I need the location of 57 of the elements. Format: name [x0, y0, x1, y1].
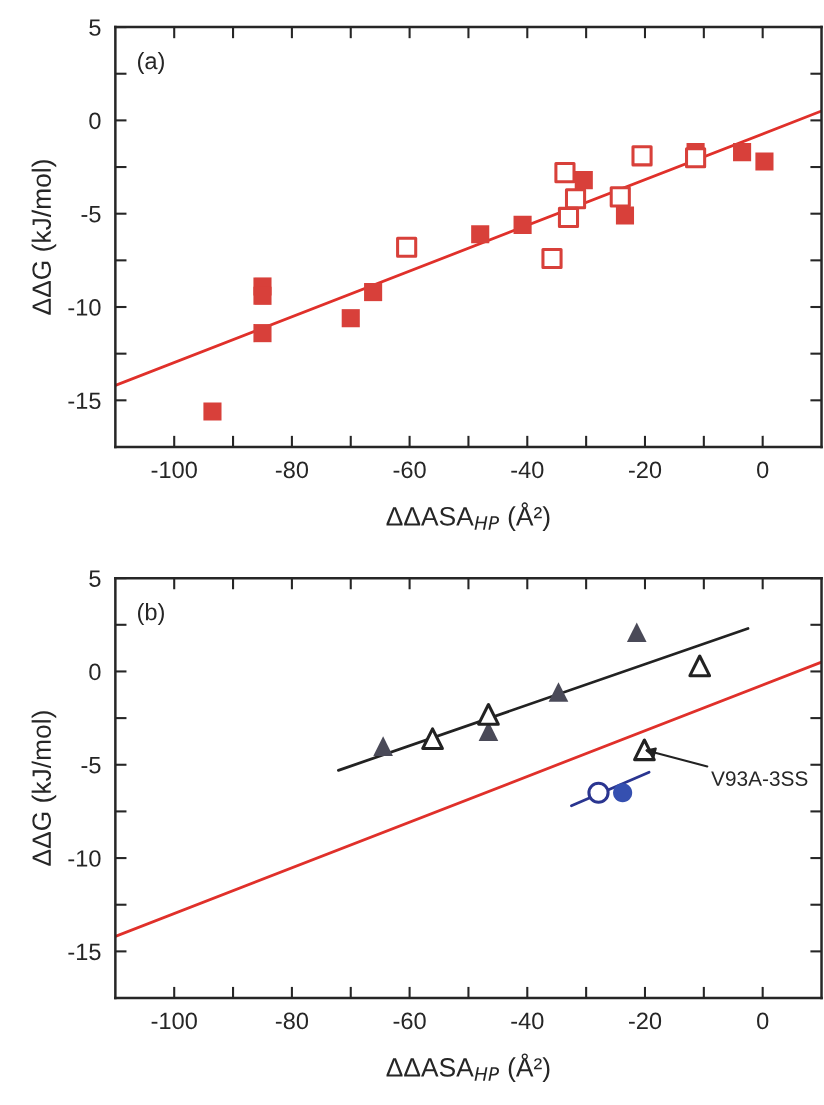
- point: [557, 206, 580, 229]
- point: [341, 309, 360, 328]
- point: [688, 654, 712, 678]
- point: [373, 736, 393, 756]
- point: [364, 283, 383, 302]
- x-tick-label: 0: [757, 1012, 769, 1030]
- x-tick-label: -40: [511, 461, 544, 479]
- y-tick-label: -10: [68, 850, 101, 867]
- point: [471, 225, 490, 244]
- point: [755, 152, 774, 171]
- point: [609, 186, 631, 208]
- x-tick-label: -40: [511, 1012, 544, 1030]
- annotation: (b): [138, 603, 164, 626]
- y-tick-label: -5: [81, 757, 101, 774]
- y-tick-label: 5: [89, 19, 101, 36]
- point: [615, 206, 635, 225]
- point: [421, 727, 444, 750]
- y-axis-title: ΔΔG (kJ/mol): [31, 160, 57, 315]
- point: [631, 145, 653, 167]
- point: [733, 143, 752, 162]
- y-tick-label: 5: [89, 570, 101, 587]
- point: [513, 215, 532, 234]
- x-tick-label: -80: [275, 461, 309, 479]
- y-tick-label: 0: [89, 663, 101, 681]
- x-tick-label: -20: [628, 461, 662, 479]
- x-tick-label: -60: [393, 461, 426, 479]
- point: [613, 783, 633, 803]
- point: [203, 402, 222, 421]
- y-tick-label: 0: [89, 112, 101, 130]
- x-tick-label: -100: [151, 1012, 197, 1030]
- x-tick-label: -80: [275, 1012, 309, 1030]
- annotation: V93A-3SS: [711, 771, 808, 786]
- point: [548, 682, 569, 702]
- point: [626, 622, 647, 643]
- x-axis-title: ΔΔASA$_{HP}$ (Å²): [386, 1053, 550, 1082]
- point: [541, 247, 563, 270]
- x-tick-label: 0: [757, 461, 769, 479]
- point: [477, 703, 500, 726]
- point: [685, 147, 707, 169]
- y-axis-title: ΔΔG (kJ/mol): [31, 711, 57, 866]
- point: [633, 738, 656, 762]
- annotation: (a): [138, 51, 164, 74]
- point: [253, 324, 272, 343]
- point: [564, 188, 587, 210]
- y-tick-label: -15: [68, 943, 101, 961]
- x-tick-label: -100: [151, 461, 197, 479]
- x-tick-label: -20: [628, 1012, 662, 1030]
- y-tick-label: -10: [68, 299, 101, 316]
- point: [253, 286, 272, 305]
- y-tick-label: -5: [81, 206, 101, 223]
- y-tick-label: -15: [68, 392, 101, 410]
- point: [396, 236, 418, 258]
- x-axis-title: ΔΔASA$_{HP}$ (Å²): [386, 502, 550, 531]
- point: [554, 162, 576, 184]
- x-tick-label: -60: [393, 1012, 426, 1030]
- point: [587, 781, 610, 804]
- point: [574, 171, 593, 190]
